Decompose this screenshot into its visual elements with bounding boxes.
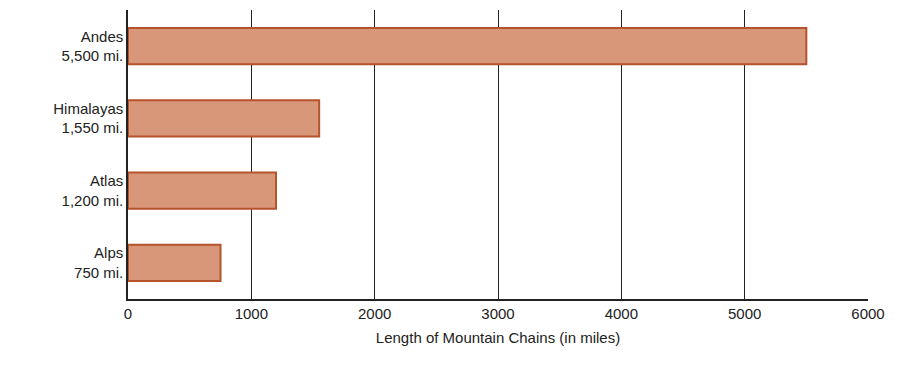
svg-text:1000: 1000 bbox=[235, 305, 268, 322]
svg-text:5000: 5000 bbox=[728, 305, 761, 322]
svg-text:Length of Mountain Chains (in: Length of Mountain Chains (in miles) bbox=[376, 329, 620, 346]
svg-text:Himalayas1,550 mi.: Himalayas1,550 mi. bbox=[53, 100, 123, 137]
svg-text:Alps750 mi.: Alps750 mi. bbox=[74, 244, 123, 281]
svg-text:Andes5,500 mi.: Andes5,500 mi. bbox=[62, 28, 124, 65]
svg-text:Atlas1,200 mi.: Atlas1,200 mi. bbox=[62, 172, 124, 209]
svg-text:3000: 3000 bbox=[481, 305, 514, 322]
svg-text:2000: 2000 bbox=[358, 305, 391, 322]
svg-text:4000: 4000 bbox=[605, 305, 638, 322]
svg-text:0: 0 bbox=[124, 305, 132, 322]
svg-text:6000: 6000 bbox=[851, 305, 884, 322]
